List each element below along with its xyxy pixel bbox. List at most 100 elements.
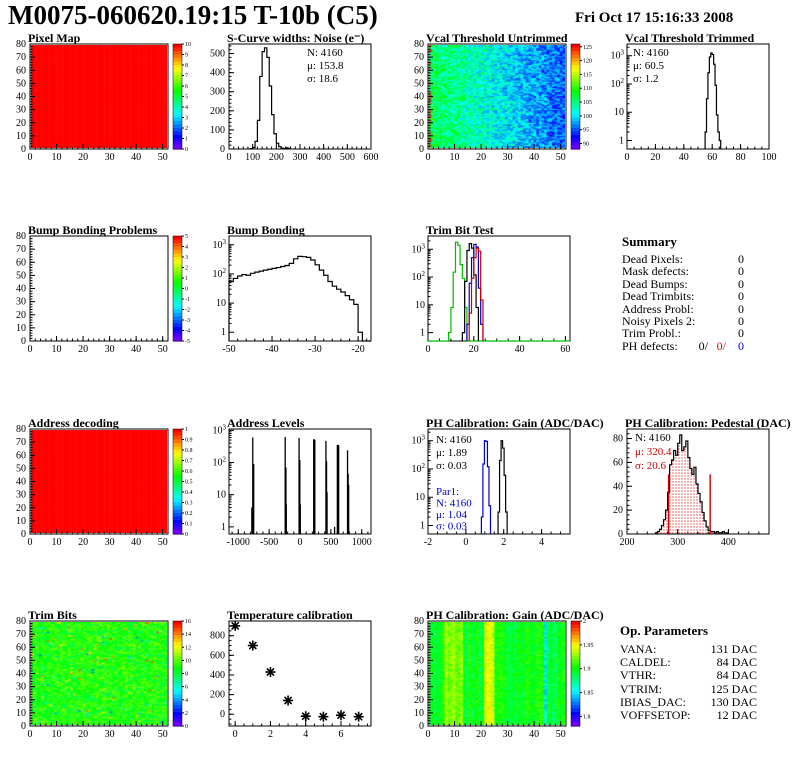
svg-text:4: 4: [303, 729, 308, 740]
chart-title: Trim Bits: [28, 608, 77, 622]
svg-text:60: 60: [414, 65, 424, 76]
svg-text:9: 9: [185, 53, 188, 59]
svg-text:200: 200: [269, 152, 284, 163]
plot-svg: 0 10 20 30 40 50010203040506070801.81.851.91.…: [414, 616, 594, 740]
plot-svg: 0 20 40 60 1 10 102 103: [412, 235, 571, 355]
op-parameters-heading: Op. Parameters: [620, 623, 709, 638]
svg-text:12: 12: [185, 645, 191, 651]
plot-svg: 0 10 20 30 40 5001020304050607080-5-4-3-2-101…: [16, 231, 190, 355]
chart-title: Temperature calibration: [227, 608, 353, 622]
panel-trim-bit-test: Trim Bit Test 0 20 40 60 1 10 102 103: [398, 222, 597, 387]
svg-text:80: 80: [16, 231, 26, 242]
svg-text:60: 60: [16, 65, 26, 76]
svg-text:103: 103: [611, 49, 625, 62]
summary-rows: Dead Pixels: 0 Mask defects: 0 Dead Bumps: 0 D…: [622, 252, 744, 353]
svg-text:μ: 320.4: μ: 320.4: [635, 446, 672, 458]
svg-text:20: 20: [78, 537, 88, 548]
svg-text:80: 80: [16, 39, 26, 50]
svg-text:2: 2: [501, 537, 506, 548]
svg-text:Par1:: Par1:: [436, 486, 459, 498]
plot-svg: 0 2 4 6 0 200 400 600 800: [210, 620, 372, 740]
svg-text:10: 10: [52, 152, 62, 163]
chart-title: PH Calibration: Gain (ADC/DAC): [426, 608, 604, 622]
svg-text:30: 30: [16, 682, 26, 693]
chart-title: Vcal Threshold Trimmed: [625, 31, 755, 45]
plot-bump-problems: 0 10 20 30 40 50 0 10 20 30 40 50 60 70 80 -5 -4 -3 -2 -1 0 1…: [0, 222, 199, 374]
svg-text:300: 300: [293, 152, 308, 163]
svg-text:N: 4160: N: 4160: [436, 434, 472, 446]
svg-text:10: 10: [450, 729, 460, 740]
svg-text:50: 50: [158, 344, 168, 355]
param-row: VANA: 131 DAC: [620, 642, 757, 656]
heatmap-canvas: [31, 622, 167, 725]
svg-text:40: 40: [529, 152, 539, 163]
svg-text:16: 16: [185, 619, 191, 625]
svg-text:5: 5: [185, 95, 188, 101]
param-row: VTHR: 84 DAC: [620, 668, 757, 683]
svg-text:0: 0: [298, 537, 303, 548]
svg-text:1.95: 1.95: [583, 643, 594, 649]
chart-title: Vcal Threshold Untrimmed: [426, 31, 568, 45]
svg-text:20: 20: [78, 152, 88, 163]
heatmap-canvas: [429, 622, 565, 725]
svg-text:1: 1: [420, 520, 425, 531]
svg-text:50: 50: [16, 463, 26, 474]
svg-text:2: 2: [583, 619, 586, 625]
svg-text:σ: 18.6: σ: 18.6: [307, 73, 338, 85]
svg-text:500: 500: [210, 49, 225, 60]
svg-text:80: 80: [16, 424, 26, 435]
svg-text:50: 50: [158, 537, 168, 548]
svg-text:50: 50: [556, 729, 566, 740]
svg-text:95: 95: [583, 128, 589, 134]
panel-ph-gain-hist: PH Calibration: Gain (ADC/DAC) -2 0 2 4 1 10 1…: [398, 415, 604, 580]
svg-text:102: 102: [412, 270, 426, 283]
svg-text:100: 100: [210, 125, 225, 136]
svg-text:-20: -20: [351, 344, 364, 355]
svg-text:100: 100: [583, 114, 592, 120]
svg-text:σ: 1.2: σ: 1.2: [633, 73, 659, 85]
plot-svg: -1000 -500 0 500 1000 1 10 102 103: [213, 423, 372, 548]
svg-text:600: 600: [364, 152, 379, 163]
svg-text:0: 0: [220, 144, 225, 155]
svg-text:30: 30: [105, 344, 115, 355]
svg-text:103: 103: [412, 434, 426, 447]
plot-pixel-map: 0 10 20 30 40 50 0 10 20 30 40 50 60 70 80 0 1 2 3 4 5 6 7 8 9 10: [0, 30, 199, 182]
svg-text:40: 40: [414, 669, 424, 680]
svg-text:20: 20: [78, 344, 88, 355]
svg-text:40: 40: [131, 537, 141, 548]
svg-text:4: 4: [185, 245, 188, 251]
svg-text:0.6: 0.6: [185, 469, 193, 475]
svg-text:10: 10: [414, 708, 424, 719]
chart-title: PH Calibration: Pedestal (DAC): [625, 416, 791, 430]
svg-text:0: 0: [28, 537, 33, 548]
svg-text:10: 10: [216, 490, 226, 501]
param-row: Dead Pixels: 0: [622, 252, 744, 266]
svg-text:40: 40: [515, 344, 525, 355]
svg-text:3: 3: [185, 255, 188, 261]
param-row: Trim Probl.: 0: [622, 326, 744, 341]
plot-vcal-untrimmed: 0 10 20 30 40 50 0 10 20 30 40 50 60 70 80 90 95 100 105 11…: [398, 30, 597, 182]
svg-text:40: 40: [529, 729, 539, 740]
svg-text:0.2: 0.2: [185, 511, 193, 517]
plot-ph-gain-hist: -2 0 2 4 1 10 102 103 N: 4160 μ: 1.89 σ: 0.03 Par1:…: [398, 415, 597, 567]
svg-text:30: 30: [503, 152, 513, 163]
svg-text:1.8: 1.8: [583, 714, 591, 720]
svg-text:0: 0: [21, 144, 26, 155]
svg-text:4: 4: [539, 537, 544, 548]
svg-text:103: 103: [213, 423, 227, 436]
param-row: VOFFSETOP: 12 DAC: [620, 708, 757, 723]
svg-text:0: 0: [185, 147, 188, 153]
svg-text:20: 20: [650, 152, 660, 163]
svg-text:20: 20: [414, 695, 424, 706]
svg-text:500: 500: [340, 152, 355, 163]
svg-text:μ: 60.5: μ: 60.5: [633, 60, 664, 72]
svg-text:70: 70: [16, 629, 26, 640]
svg-text:20: 20: [78, 729, 88, 740]
svg-text:40: 40: [613, 481, 623, 492]
param-row: Noisy Pixels 2: 0: [622, 314, 744, 329]
param-row: CALDEL: 84 DAC: [620, 655, 757, 670]
svg-text:400: 400: [210, 670, 225, 681]
svg-text:102: 102: [213, 456, 227, 469]
svg-text:70: 70: [16, 437, 26, 448]
